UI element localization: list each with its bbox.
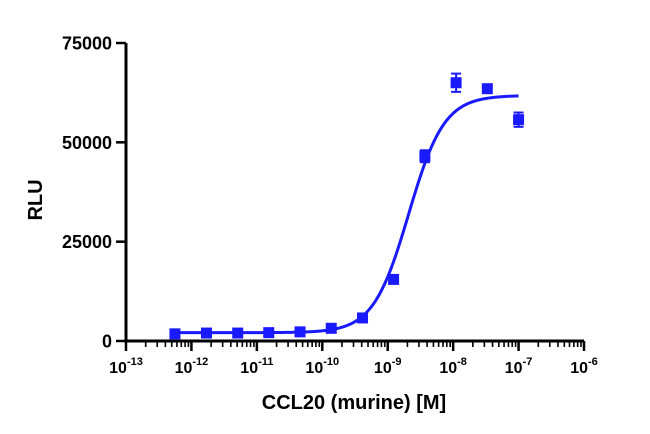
data-marker bbox=[169, 328, 181, 340]
x-tick-label: 10-8 bbox=[439, 356, 467, 377]
fit-curve bbox=[174, 94, 519, 335]
data-point bbox=[419, 149, 431, 164]
data-point bbox=[450, 72, 462, 93]
data-point bbox=[294, 326, 306, 338]
data-marker bbox=[513, 114, 525, 126]
data-point bbox=[481, 83, 493, 95]
y-axis-title: RLU bbox=[25, 179, 47, 220]
x-tick-label: 10-9 bbox=[374, 356, 402, 377]
x-tick-label: 10-12 bbox=[175, 356, 209, 377]
data-marker bbox=[294, 326, 306, 338]
x-tick-label: 10-11 bbox=[240, 356, 273, 377]
data-point bbox=[513, 111, 525, 128]
data-marker bbox=[388, 273, 400, 285]
x-tick-label: 10-6 bbox=[570, 356, 598, 377]
x-tick-label: 10-10 bbox=[305, 356, 339, 377]
y-tick-label: 0 bbox=[102, 332, 112, 352]
x-tick-label: 10-13 bbox=[109, 356, 143, 377]
data-point bbox=[263, 327, 275, 339]
data-marker bbox=[357, 312, 369, 324]
x-axis: 10-13 10-12 10-11 10-10 10-9 10-8 10-7 10-6 bbox=[109, 339, 598, 377]
data-point bbox=[169, 328, 181, 340]
data-marker bbox=[450, 77, 462, 89]
x-tick-label: 10-7 bbox=[505, 356, 533, 377]
plot-area bbox=[169, 72, 525, 340]
data-point bbox=[357, 312, 369, 324]
y-tick-label: 25000 bbox=[62, 232, 112, 252]
data-marker bbox=[481, 83, 493, 95]
data-marker bbox=[263, 327, 275, 339]
data-point bbox=[388, 273, 400, 285]
y-tick-label: 75000 bbox=[62, 34, 112, 54]
y-axis: 0 25000 50000 75000 bbox=[62, 34, 128, 352]
data-marker bbox=[201, 327, 213, 339]
x-axis-title: CCL20 (murine) [M] bbox=[262, 392, 446, 414]
data-marker bbox=[325, 322, 337, 334]
data-marker bbox=[419, 150, 431, 162]
data-point bbox=[201, 327, 213, 339]
y-tick-label: 50000 bbox=[62, 133, 112, 153]
data-point bbox=[232, 327, 244, 339]
data-marker bbox=[232, 327, 244, 339]
data-point bbox=[325, 322, 337, 334]
